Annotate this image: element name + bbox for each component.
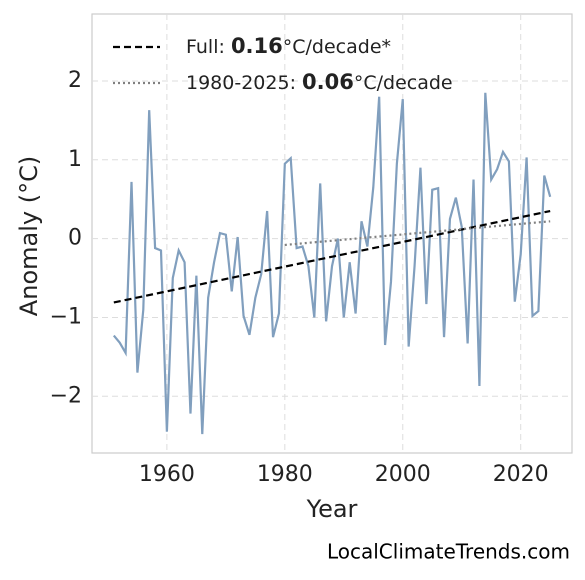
y-tick-label: −1 bbox=[50, 304, 82, 329]
x-tick-label: 2020 bbox=[493, 462, 549, 487]
y-axis-label: Anomaly (°C) bbox=[15, 156, 43, 316]
y-tick-label: −2 bbox=[50, 383, 82, 408]
trend-line bbox=[113, 209, 551, 304]
x-tick-label: 2000 bbox=[375, 462, 431, 487]
legend-label: 1980-2025: 0.06°C/decade bbox=[186, 70, 453, 94]
y-tick-label: 0 bbox=[68, 226, 82, 251]
x-tick-label: 1980 bbox=[257, 462, 313, 487]
x-axis-label: Year bbox=[306, 495, 358, 523]
y-tick-label: 1 bbox=[68, 147, 82, 172]
legend-label: Full: 0.16°C/decade* bbox=[186, 34, 391, 58]
x-tick-label: 1960 bbox=[139, 462, 195, 487]
watermark: LocalClimateTrends.com bbox=[327, 540, 570, 564]
y-tick-label: 2 bbox=[68, 68, 82, 93]
plot-frame bbox=[91, 13, 573, 454]
anomaly-line bbox=[112, 92, 552, 435]
